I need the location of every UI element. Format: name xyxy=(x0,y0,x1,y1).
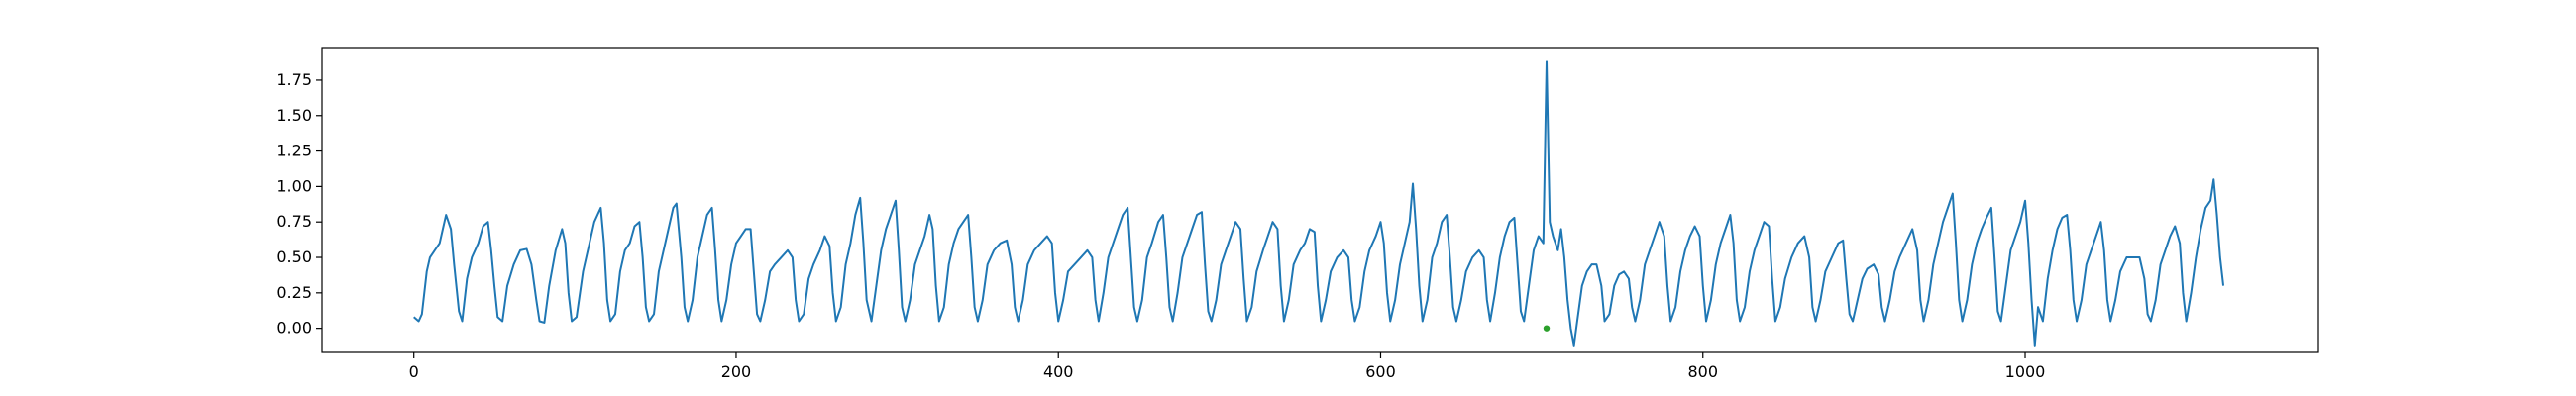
series-marker-point xyxy=(1543,325,1551,332)
x-tick-label: 0 xyxy=(409,362,419,381)
series-line xyxy=(413,60,2225,346)
x-tick-label: 800 xyxy=(1687,362,1718,381)
y-tick-label: 0.25 xyxy=(276,283,312,302)
y-tick-label: 0.00 xyxy=(276,319,312,338)
x-tick-label: 400 xyxy=(1043,362,1074,381)
ticks-layer: 0 200 400 600 800 1000 0.00 0.25 0.50 0.75 1.00 1.2… xyxy=(276,70,2045,381)
y-tick-label: 1.75 xyxy=(276,70,312,89)
plot-frame xyxy=(321,47,2319,353)
x-tick-label: 200 xyxy=(721,362,752,381)
y-tick-label: 0.50 xyxy=(276,248,312,266)
x-tick-label: 1000 xyxy=(2005,362,2046,381)
y-tick-label: 0.75 xyxy=(276,212,312,231)
y-tick-label: 1.25 xyxy=(276,142,312,160)
x-tick-label: 600 xyxy=(1365,362,1396,381)
y-tick-label: 1.00 xyxy=(276,176,312,195)
y-tick-label: 1.50 xyxy=(276,106,312,125)
series-layer xyxy=(413,60,2225,346)
